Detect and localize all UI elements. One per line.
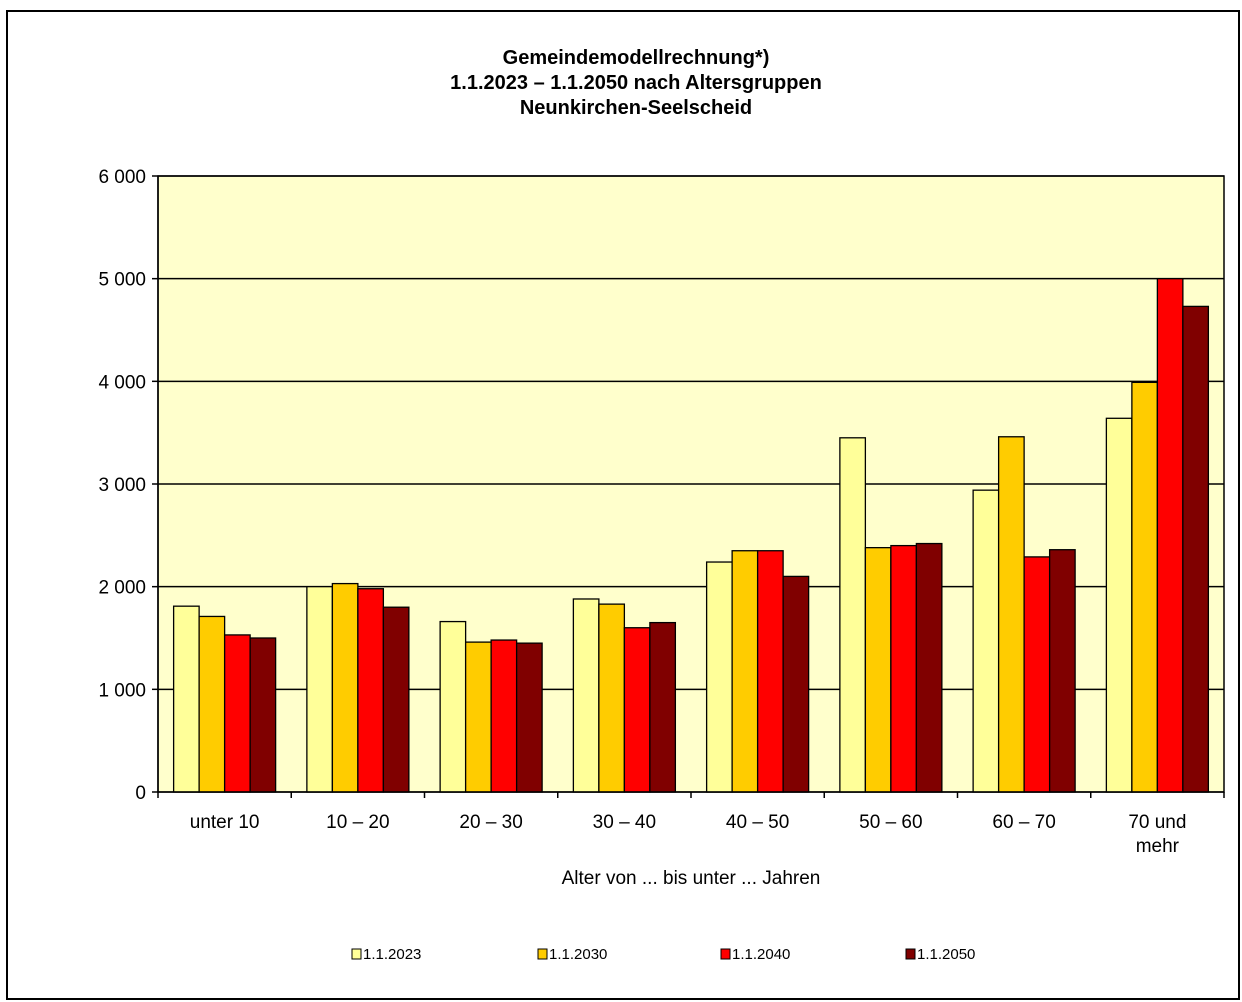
- bar-1.1.2040-4: [756, 550, 784, 793]
- legend-label: 1.1.2050: [917, 946, 975, 963]
- y-tick-label: 1 000: [98, 680, 146, 701]
- bar-1.1.2023-1: [306, 586, 334, 793]
- legend-swatch: [905, 948, 916, 960]
- bar-1.1.2023-5: [839, 437, 867, 793]
- bar-1.1.2030-3: [598, 603, 626, 793]
- legend-swatch: [537, 948, 548, 960]
- x-tick-label: 30 – 40: [593, 812, 656, 833]
- y-tick-labels: 0 1 000 2 000 3 000 4 000 5 000 6 000: [98, 167, 146, 804]
- legend-swatch: [351, 948, 362, 960]
- bar-1.1.2050-2: [515, 642, 543, 793]
- legend-label: 1.1.2040: [732, 946, 790, 963]
- bar-1.1.2030-5: [864, 547, 892, 793]
- bar-1.1.2050-7: [1182, 305, 1210, 793]
- bar-chart: Gemeindemodellrechnung*) 1.1.2023 – 1.1.2…: [98, 47, 1225, 963]
- bar-1.1.2030-1: [331, 582, 359, 793]
- bar-1.1.2023-7: [1105, 417, 1133, 793]
- x-tick-label: 50 – 60: [859, 812, 922, 833]
- bars: [172, 278, 1210, 793]
- bar-1.1.2040-3: [623, 627, 651, 793]
- y-tick-label: 2 000: [98, 578, 146, 599]
- bar-1.1.2023-0: [172, 605, 200, 793]
- x-tick-label: 10 – 20: [326, 812, 389, 833]
- x-tick-label: 20 – 30: [459, 812, 522, 833]
- bar-1.1.2030-7: [1131, 381, 1159, 793]
- chart-title: Gemeindemodellrechnung*) 1.1.2023 – 1.1.2…: [450, 47, 822, 119]
- bar-1.1.2050-4: [782, 575, 810, 793]
- legend-swatch: [720, 948, 731, 960]
- bar-1.1.2030-2: [464, 641, 492, 793]
- x-tick-label: 60 – 70: [992, 812, 1055, 833]
- bar-1.1.2050-0: [249, 637, 277, 793]
- bar-1.1.2050-3: [649, 621, 677, 793]
- chart-frame: Gemeindemodellrechnung*) 1.1.2023 – 1.1.2…: [6, 10, 1240, 1000]
- bar-1.1.2030-6: [997, 436, 1025, 793]
- x-tick-label: mehr: [1136, 836, 1180, 857]
- bar-1.1.2023-6: [972, 489, 1000, 793]
- bar-1.1.2040-7: [1156, 278, 1184, 793]
- bar-1.1.2050-6: [1048, 549, 1076, 793]
- bar-1.1.2050-5: [915, 542, 943, 793]
- x-tick-label: 40 – 50: [726, 812, 789, 833]
- x-tick-labels: unter 10 10 – 20 20 – 30 30 – 40 40 – 50 50 –…: [190, 812, 1187, 857]
- legend-label: 1.1.2030: [549, 946, 607, 963]
- legend: 1.1.2023 1.1.2030 1.1.2040 1.1.2050: [351, 946, 975, 963]
- y-tick-label: 3 000: [98, 475, 146, 496]
- bar-1.1.2030-0: [198, 615, 226, 793]
- x-axis-title: Alter von ... bis unter ... Jahren: [562, 868, 821, 889]
- title-line-2: 1.1.2023 – 1.1.2050 nach Altersgruppen: [450, 72, 822, 94]
- y-tick-label: 6 000: [98, 167, 146, 188]
- bar-1.1.2030-4: [731, 550, 759, 793]
- y-tick-label: 5 000: [98, 270, 146, 291]
- bar-1.1.2023-3: [572, 598, 600, 793]
- bar-1.1.2040-6: [1023, 556, 1051, 793]
- bar-1.1.2040-1: [357, 588, 385, 793]
- y-tick-label: 0: [135, 783, 146, 804]
- title-line-1: Gemeindemodellrechnung*): [503, 47, 770, 69]
- x-tick-label: 70 und: [1128, 812, 1186, 833]
- y-tick-label: 4 000: [98, 372, 146, 393]
- title-line-3: Neunkirchen-Seelscheid: [520, 97, 752, 119]
- bar-1.1.2040-2: [490, 639, 518, 793]
- axes: [152, 175, 1225, 798]
- bar-1.1.2040-5: [890, 544, 918, 793]
- bar-1.1.2023-2: [439, 620, 467, 793]
- legend-label: 1.1.2023: [363, 946, 421, 963]
- x-tick-label: unter 10: [190, 812, 260, 833]
- bar-1.1.2050-1: [382, 606, 410, 793]
- bar-1.1.2023-4: [705, 561, 733, 793]
- bar-1.1.2040-0: [223, 634, 251, 793]
